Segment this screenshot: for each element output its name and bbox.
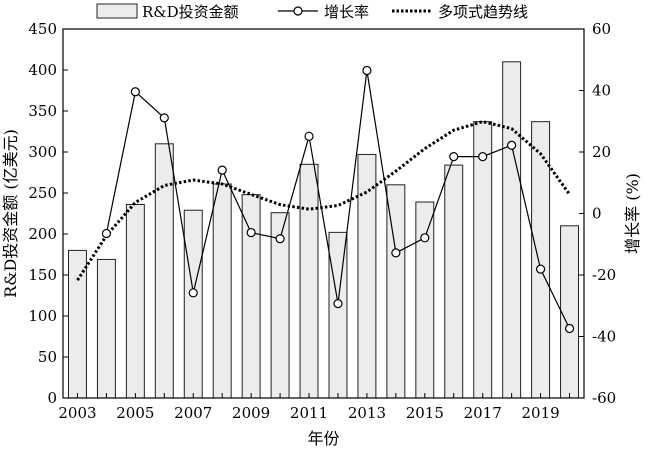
axes-layer: 0 50 100 150 200 250 300 350 400 450 -60 -40 -20 0 20 4…	[1, 20, 642, 448]
right-tick-label--60: -60	[592, 389, 616, 407]
left-tick-label-50: 50	[38, 348, 57, 366]
y-axis-title: R&D投资金额 (亿美元)	[1, 129, 20, 298]
growth-point-2008	[217, 165, 227, 175]
right-tick-label--20: -20	[592, 266, 616, 284]
bar-2011	[299, 163, 319, 399]
bar-2013	[357, 153, 377, 399]
legend-label-bar: R&D投资金额	[142, 3, 239, 21]
left-tick-label-300: 300	[28, 143, 57, 161]
left-tick-label-0: 0	[47, 389, 57, 407]
bar-2016	[444, 164, 464, 399]
right-tick-label-40: 40	[592, 82, 611, 100]
bar-2019	[531, 121, 551, 399]
growth-point-2019	[535, 264, 546, 274]
bar-2008	[212, 183, 232, 399]
left-tick-label-150: 150	[28, 266, 57, 284]
trendline	[76, 120, 571, 282]
growth-point-2006	[159, 113, 169, 123]
growth-point-2013	[362, 65, 372, 76]
growth-point-2018	[507, 140, 517, 150]
legend-swatch-bar	[96, 3, 138, 19]
bar-2006	[154, 143, 174, 399]
bar-2018	[502, 61, 522, 399]
legend-label-trend: 多项式趋势线	[438, 3, 528, 21]
left-tick-label-250: 250	[28, 184, 57, 202]
bar-2015	[415, 201, 435, 399]
bar-2005	[125, 203, 145, 399]
bar-2017	[473, 121, 493, 399]
x-tick-label-2019: 2019	[521, 404, 559, 422]
left-tick-label-450: 450	[28, 20, 57, 38]
growth-point-2005	[130, 87, 140, 97]
right-tick-label-0: 0	[592, 205, 602, 223]
left-tick-label-350: 350	[28, 102, 57, 120]
y2-axis-title: 增长率 (%)	[623, 173, 642, 254]
growth-line-layer	[101, 65, 575, 334]
x-tick-label-2013: 2013	[348, 404, 386, 422]
growth-point-2017	[478, 152, 488, 162]
right-tick-label-60: 60	[592, 20, 611, 38]
x-tick-label-2009: 2009	[232, 404, 270, 422]
growth-point-2011	[304, 131, 314, 141]
left-tick-label-100: 100	[28, 307, 57, 325]
growth-point-2009	[246, 227, 256, 238]
left-tick-label-400: 400	[28, 61, 57, 79]
x-tick-label-2005: 2005	[116, 404, 154, 422]
bar-2020	[560, 225, 580, 399]
bar-2007	[183, 209, 203, 399]
x-tick-label-2003: 2003	[58, 404, 96, 422]
x-tick-label-2011: 2011	[290, 404, 328, 422]
growth-point-2014	[391, 248, 401, 258]
left-tick-label-200: 200	[28, 225, 57, 243]
legend: R&D投资金额 增长率 多项式趋势线	[96, 3, 528, 21]
x-tick-label-2007: 2007	[174, 404, 212, 422]
growth-point-2012	[333, 298, 343, 309]
bar-2004	[96, 258, 116, 399]
growth-point-2016	[449, 152, 459, 162]
growth-point-2010	[275, 234, 285, 244]
x-axis-title: 年份	[307, 429, 339, 448]
bar-2009	[241, 194, 261, 399]
legend-swatch-marker	[293, 6, 303, 16]
trendline-layer	[76, 120, 571, 282]
growth-point-2015	[420, 233, 430, 243]
x-tick-label-2015: 2015	[406, 404, 444, 422]
legend-label-line: 增长率	[324, 3, 369, 21]
x-tick-label-2017: 2017	[464, 404, 502, 422]
growth-point-2007	[188, 288, 198, 298]
right-tick-label--40: -40	[592, 328, 616, 346]
right-tick-label-20: 20	[592, 143, 611, 161]
growth-point-2004	[101, 228, 112, 239]
bars-layer	[67, 61, 580, 399]
growth-point-2020	[564, 323, 575, 334]
